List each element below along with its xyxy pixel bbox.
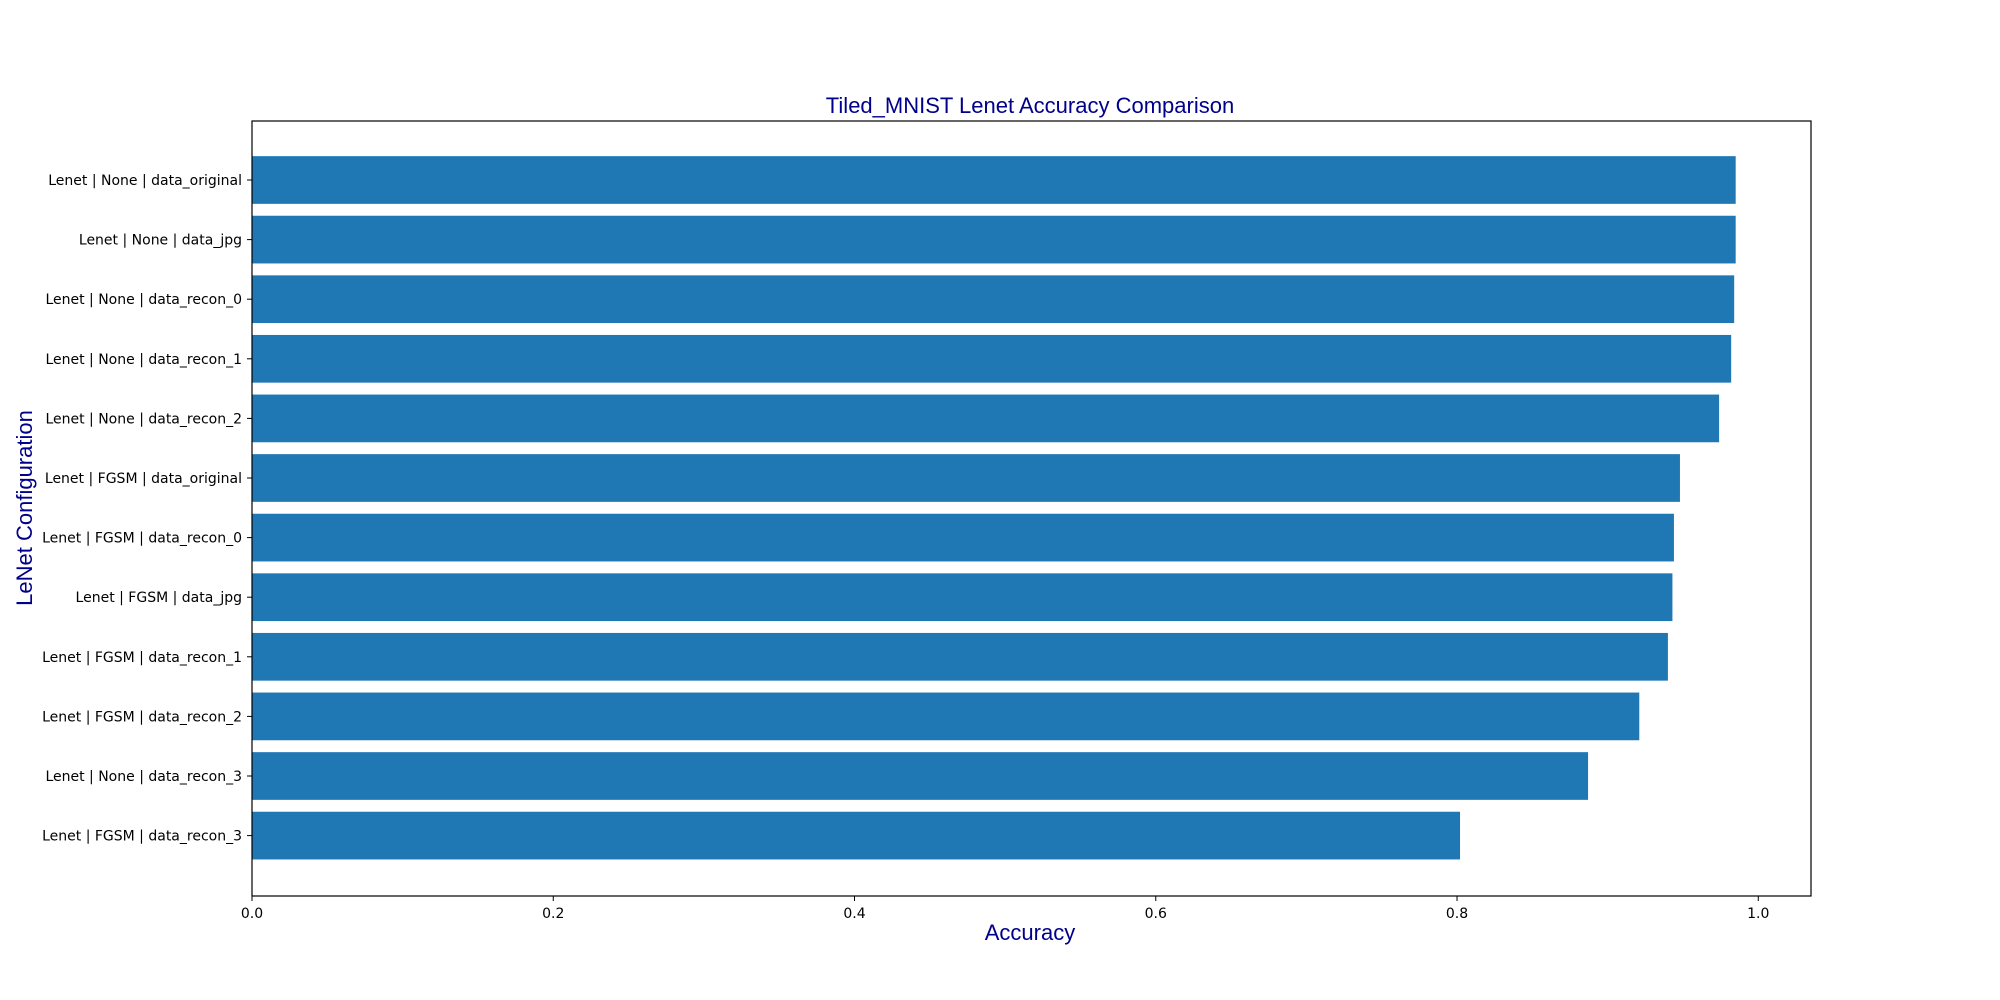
y-tick-label: Lenet | FGSM | data_recon_2: [42, 709, 242, 725]
x-tick-label: 0.2: [542, 906, 564, 922]
plot-frame: [251, 120, 1812, 897]
chart-title: Tiled_MNIST Lenet Accuracy Comparison: [826, 93, 1234, 118]
y-axis-label: LeNet Configuration: [12, 410, 37, 606]
x-tick-label: 1.0: [1747, 906, 1769, 922]
bar: [252, 215, 1736, 264]
bar: [252, 275, 1735, 324]
bar: [252, 334, 1732, 383]
x-tick-label: 0.8: [1446, 906, 1468, 922]
bar: [252, 573, 1673, 622]
bar: [252, 394, 1720, 443]
bar: [252, 752, 1589, 800]
plot-area: Lenet | None | data_original Lenet | None…: [42, 120, 1812, 922]
y-tick-label: Lenet | FGSM | data_jpg: [76, 590, 242, 606]
bar: [252, 513, 1674, 562]
y-tick-label: Lenet | None | data_jpg: [79, 233, 242, 249]
y-tick-label: Lenet | FGSM | data_recon_3: [42, 829, 242, 845]
y-tick-label: Lenet | FGSM | data_recon_0: [42, 531, 242, 547]
bar: [252, 454, 1680, 502]
x-tick-label: 0.0: [241, 906, 263, 922]
y-tick-label: Lenet | None | data_recon_3: [45, 769, 242, 785]
x-tick-label: 0.6: [1145, 906, 1167, 922]
y-tick-label: Lenet | None | data_recon_1: [45, 352, 242, 368]
x-axis-label: Accuracy: [985, 920, 1075, 945]
y-tick-label: Lenet | FGSM | data_original: [45, 471, 242, 487]
y-tick-label: Lenet | None | data_recon_0: [45, 292, 242, 308]
bar: [252, 632, 1668, 681]
y-tick-label: Lenet | None | data_recon_2: [45, 411, 242, 427]
bar: [252, 156, 1736, 204]
y-tick-label: Lenet | None | data_original: [48, 173, 242, 189]
bar: [252, 811, 1461, 860]
bar: [252, 692, 1640, 741]
x-tick-label: 0.4: [843, 906, 865, 922]
y-tick-label: Lenet | FGSM | data_recon_1: [42, 650, 242, 666]
